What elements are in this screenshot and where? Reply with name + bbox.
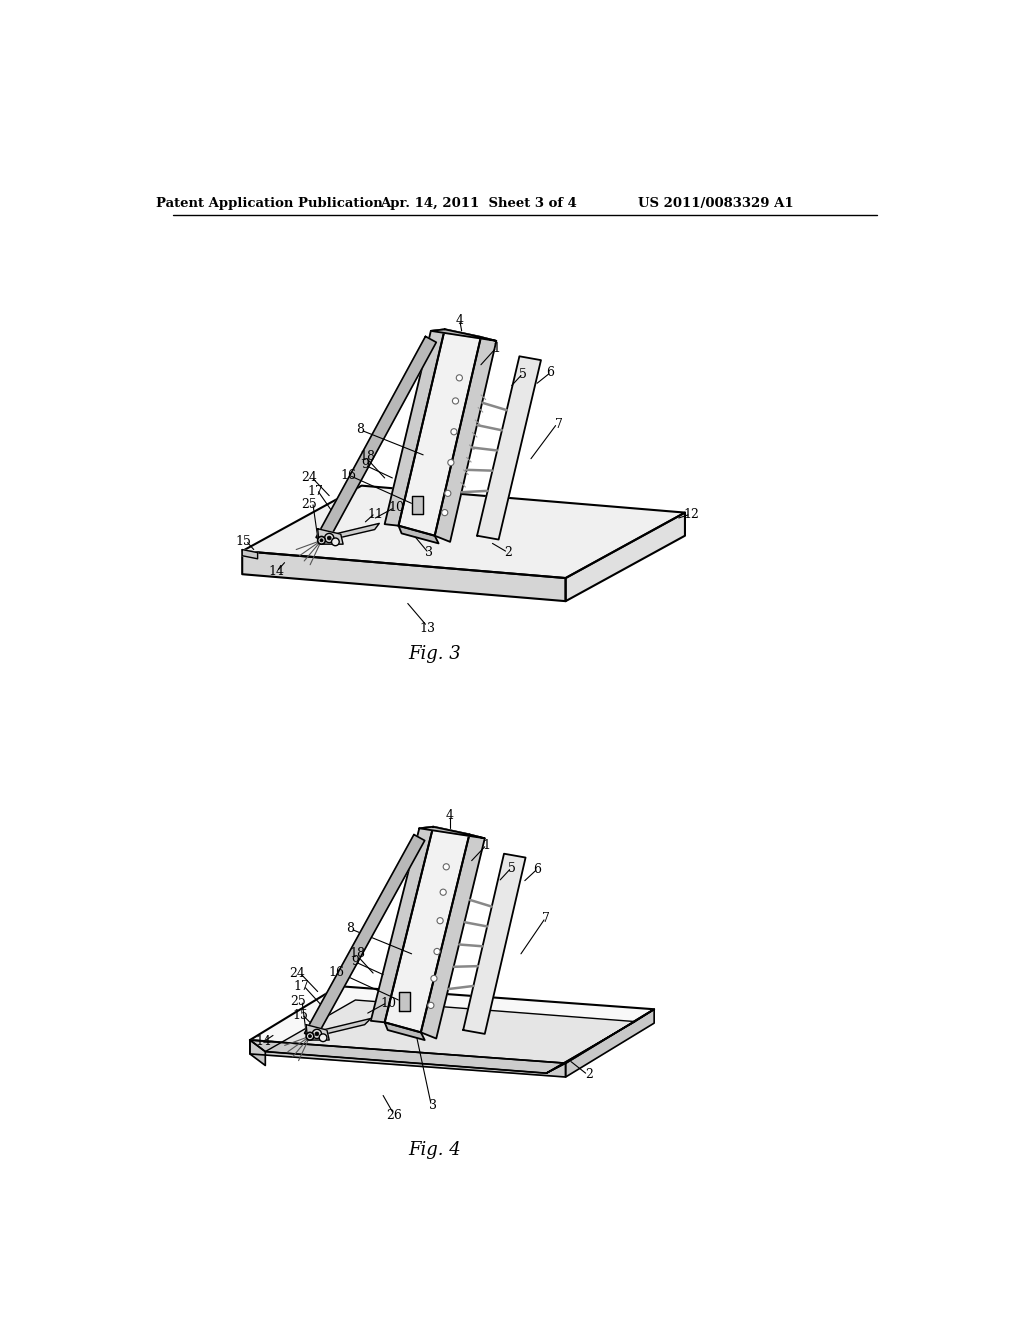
Circle shape bbox=[447, 459, 454, 466]
Polygon shape bbox=[250, 986, 654, 1063]
Text: Fig. 4: Fig. 4 bbox=[409, 1142, 461, 1159]
Text: 18: 18 bbox=[359, 450, 375, 463]
Circle shape bbox=[317, 536, 326, 544]
Text: US 2011/0083329 A1: US 2011/0083329 A1 bbox=[638, 197, 794, 210]
Polygon shape bbox=[398, 330, 481, 536]
Circle shape bbox=[437, 917, 443, 924]
Polygon shape bbox=[243, 552, 565, 601]
Circle shape bbox=[308, 1035, 311, 1038]
Polygon shape bbox=[243, 549, 258, 558]
Polygon shape bbox=[398, 993, 410, 1011]
Text: 10: 10 bbox=[381, 997, 396, 1010]
Text: 2: 2 bbox=[504, 546, 512, 560]
Text: 1: 1 bbox=[493, 342, 501, 355]
Text: 26: 26 bbox=[386, 1109, 401, 1122]
Text: 25: 25 bbox=[301, 499, 317, 511]
Polygon shape bbox=[385, 330, 444, 525]
Circle shape bbox=[332, 539, 339, 545]
Text: 14: 14 bbox=[269, 565, 285, 578]
Text: 7: 7 bbox=[543, 912, 550, 925]
Circle shape bbox=[441, 510, 447, 516]
Text: 16: 16 bbox=[329, 966, 345, 979]
Text: 16: 16 bbox=[340, 469, 356, 482]
Text: 25: 25 bbox=[291, 995, 306, 1008]
Polygon shape bbox=[463, 854, 525, 1034]
Text: 18: 18 bbox=[349, 946, 365, 960]
Polygon shape bbox=[371, 826, 433, 1022]
Circle shape bbox=[319, 1034, 327, 1041]
Polygon shape bbox=[565, 1010, 654, 1077]
Text: 8: 8 bbox=[346, 921, 354, 935]
Text: 11: 11 bbox=[368, 508, 383, 520]
Polygon shape bbox=[306, 1024, 330, 1040]
Circle shape bbox=[443, 863, 450, 870]
Text: 24: 24 bbox=[289, 966, 305, 979]
Text: 3: 3 bbox=[429, 1100, 437, 1111]
Text: 2: 2 bbox=[585, 1068, 593, 1081]
Polygon shape bbox=[317, 529, 343, 544]
Text: 4: 4 bbox=[446, 809, 454, 822]
Circle shape bbox=[325, 533, 334, 543]
Text: 17: 17 bbox=[294, 979, 309, 993]
Circle shape bbox=[444, 490, 451, 496]
Polygon shape bbox=[477, 356, 541, 540]
Polygon shape bbox=[547, 1010, 654, 1073]
Polygon shape bbox=[304, 834, 425, 1039]
Text: 9: 9 bbox=[351, 954, 359, 968]
Text: 6: 6 bbox=[546, 366, 554, 379]
Text: 4: 4 bbox=[456, 314, 464, 326]
Circle shape bbox=[457, 375, 463, 381]
Circle shape bbox=[428, 1002, 434, 1008]
Polygon shape bbox=[250, 1040, 565, 1073]
Text: 5: 5 bbox=[519, 367, 527, 380]
Circle shape bbox=[312, 1030, 322, 1039]
Text: 14: 14 bbox=[255, 1035, 271, 1048]
Text: 1: 1 bbox=[482, 838, 490, 851]
Text: 7: 7 bbox=[555, 417, 562, 430]
Polygon shape bbox=[265, 1001, 635, 1073]
Text: 13: 13 bbox=[419, 622, 435, 635]
Text: 15: 15 bbox=[236, 536, 252, 548]
Polygon shape bbox=[243, 486, 685, 578]
Circle shape bbox=[328, 536, 331, 540]
Text: 6: 6 bbox=[534, 862, 541, 875]
Text: 12: 12 bbox=[683, 508, 699, 520]
Text: 15: 15 bbox=[292, 1008, 308, 1022]
Text: 24: 24 bbox=[301, 471, 317, 484]
Circle shape bbox=[434, 948, 440, 954]
Polygon shape bbox=[421, 834, 484, 1039]
Text: Patent Application Publication: Patent Application Publication bbox=[156, 197, 383, 210]
Polygon shape bbox=[316, 337, 436, 544]
Text: 17: 17 bbox=[307, 484, 324, 498]
Polygon shape bbox=[250, 1040, 265, 1065]
Circle shape bbox=[431, 975, 437, 982]
Circle shape bbox=[451, 429, 457, 434]
Text: 9: 9 bbox=[361, 458, 370, 471]
Polygon shape bbox=[318, 524, 379, 543]
Polygon shape bbox=[398, 525, 438, 544]
Circle shape bbox=[453, 397, 459, 404]
Polygon shape bbox=[419, 826, 484, 838]
Circle shape bbox=[315, 1032, 318, 1036]
Polygon shape bbox=[431, 330, 497, 341]
Text: 8: 8 bbox=[356, 422, 364, 436]
Polygon shape bbox=[435, 337, 497, 543]
Polygon shape bbox=[307, 1019, 371, 1039]
Circle shape bbox=[319, 539, 323, 543]
Text: 3: 3 bbox=[425, 546, 433, 560]
Polygon shape bbox=[250, 1040, 565, 1077]
Circle shape bbox=[306, 1032, 313, 1040]
Text: Apr. 14, 2011  Sheet 3 of 4: Apr. 14, 2011 Sheet 3 of 4 bbox=[380, 197, 578, 210]
Text: 10: 10 bbox=[388, 500, 404, 513]
Polygon shape bbox=[385, 826, 469, 1032]
Text: Fig. 3: Fig. 3 bbox=[409, 644, 461, 663]
Circle shape bbox=[440, 890, 446, 895]
Polygon shape bbox=[412, 496, 423, 515]
Polygon shape bbox=[565, 512, 685, 601]
Polygon shape bbox=[385, 1022, 425, 1040]
Text: 5: 5 bbox=[508, 862, 516, 875]
